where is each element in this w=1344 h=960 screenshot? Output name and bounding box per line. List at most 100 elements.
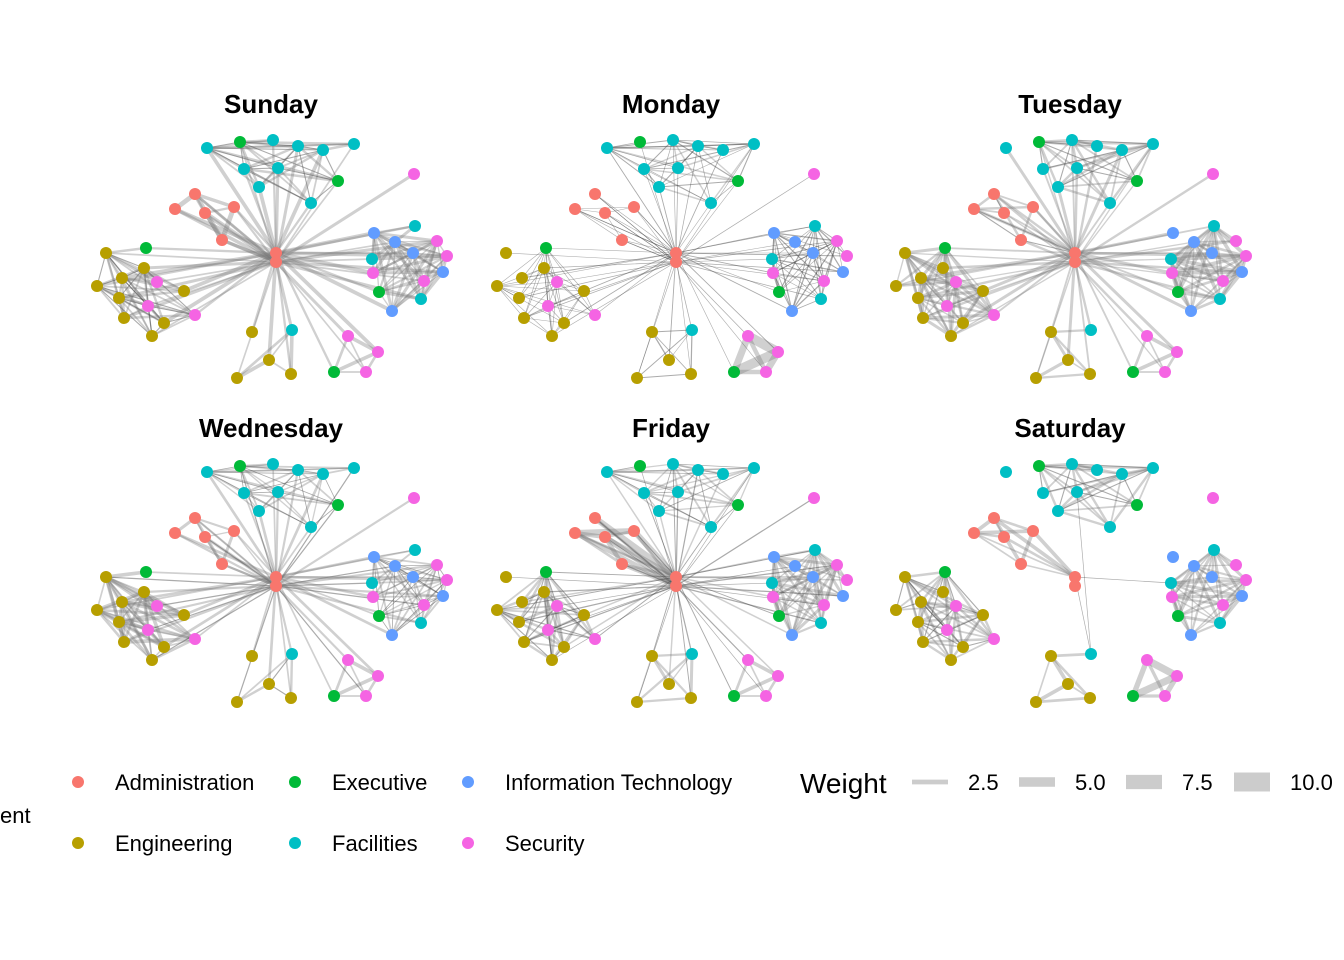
node-engineering: [546, 330, 558, 342]
edge: [206, 147, 260, 188]
edge: [1170, 595, 1225, 607]
edge: [813, 548, 845, 598]
edge: [920, 277, 948, 307]
edge: [668, 252, 677, 361]
edge: [274, 472, 325, 579]
edge: [496, 609, 585, 616]
edge: [1049, 328, 1093, 334]
edge: [675, 241, 796, 263]
node-engineering: [912, 292, 924, 304]
node-security: [808, 492, 820, 504]
edge: [635, 652, 694, 704]
edge: [675, 549, 816, 578]
edge: [173, 207, 278, 255]
node-security: [1141, 330, 1153, 342]
edge: [556, 261, 677, 283]
edge: [275, 180, 339, 263]
edge: [941, 260, 1077, 270]
edge: [922, 571, 946, 643]
edge: [1020, 239, 1076, 254]
edge: [621, 239, 677, 263]
edge: [1074, 261, 1166, 373]
edge: [773, 556, 848, 581]
edge: [636, 585, 677, 703]
edge: [950, 638, 995, 661]
edge: [791, 252, 814, 312]
edge: [1042, 467, 1154, 494]
node-information-technology: [807, 247, 819, 259]
node-facilities: [1000, 466, 1012, 478]
edge: [1057, 139, 1073, 188]
edge: [1049, 652, 1093, 658]
edge: [992, 516, 1077, 579]
node-information-technology: [1185, 629, 1197, 641]
edge: [922, 605, 957, 643]
edge: [505, 252, 677, 263]
edge: [373, 556, 438, 566]
node-engineering: [890, 604, 902, 616]
node-administration: [998, 531, 1010, 543]
edge: [243, 168, 312, 204]
node-security: [760, 366, 772, 378]
edge: [771, 555, 776, 599]
node-security: [742, 330, 754, 342]
edge: [142, 266, 166, 325]
edge: [372, 579, 448, 598]
facet-friday: Friday: [491, 413, 853, 708]
node-facilities: [253, 505, 265, 517]
edge: [919, 570, 947, 604]
edge: [643, 469, 699, 494]
edge: [922, 281, 957, 319]
node-security: [988, 633, 1000, 645]
edge: [823, 240, 838, 282]
edge: [543, 261, 677, 269]
edge: [606, 471, 712, 528]
edge: [791, 240, 838, 312]
edge: [274, 584, 445, 598]
edge: [1170, 258, 1221, 300]
edge: [946, 261, 1076, 307]
edge: [220, 238, 278, 264]
edge: [672, 463, 755, 469]
edge: [675, 252, 692, 375]
node-security: [189, 633, 201, 645]
edge: [668, 329, 693, 361]
edge: [274, 260, 445, 274]
edge: [675, 469, 699, 587]
edge: [96, 285, 153, 337]
edge: [1108, 466, 1155, 529]
edge: [737, 467, 755, 506]
edge: [601, 533, 680, 590]
edge: [150, 637, 197, 662]
edge: [668, 576, 677, 685]
node-executive: [634, 136, 646, 148]
edge: [523, 317, 565, 324]
edge: [962, 614, 984, 648]
edge: [1004, 146, 1077, 255]
edge: [156, 585, 277, 607]
edge: [819, 563, 839, 625]
node-security: [142, 624, 154, 636]
node-facilities: [1091, 140, 1103, 152]
edge: [518, 591, 545, 623]
edge: [604, 212, 677, 263]
node-administration: [569, 527, 581, 539]
edge: [563, 576, 677, 648]
node-facilities: [1037, 163, 1049, 175]
edge: [1171, 225, 1215, 274]
edge: [1070, 138, 1112, 205]
edge: [1189, 548, 1216, 637]
edge: [521, 576, 677, 603]
edge: [372, 231, 439, 243]
node-information-technology: [768, 551, 780, 563]
edge: [121, 277, 153, 337]
node-facilities: [809, 544, 821, 556]
node-administration: [599, 531, 611, 543]
node-security: [408, 492, 420, 504]
edge: [332, 334, 350, 374]
node-administration: [216, 558, 228, 570]
edge: [206, 143, 355, 149]
edge: [944, 571, 948, 631]
edge: [606, 147, 645, 170]
